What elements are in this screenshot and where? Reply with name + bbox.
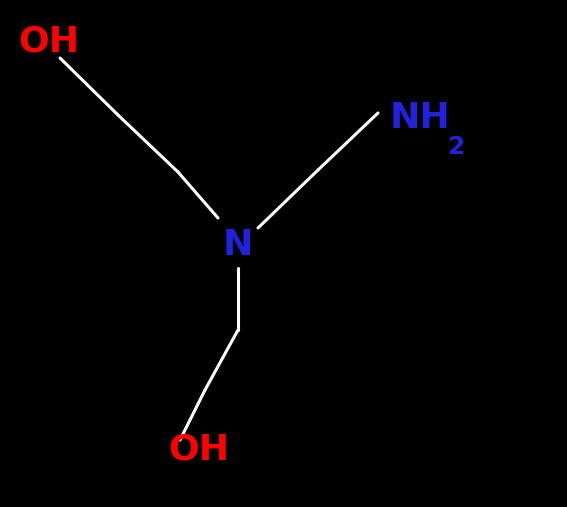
Text: 2: 2 — [448, 135, 466, 159]
Text: OH: OH — [168, 433, 229, 467]
Text: NH: NH — [390, 101, 451, 135]
Text: N: N — [223, 228, 253, 262]
Text: OH: OH — [18, 25, 79, 59]
